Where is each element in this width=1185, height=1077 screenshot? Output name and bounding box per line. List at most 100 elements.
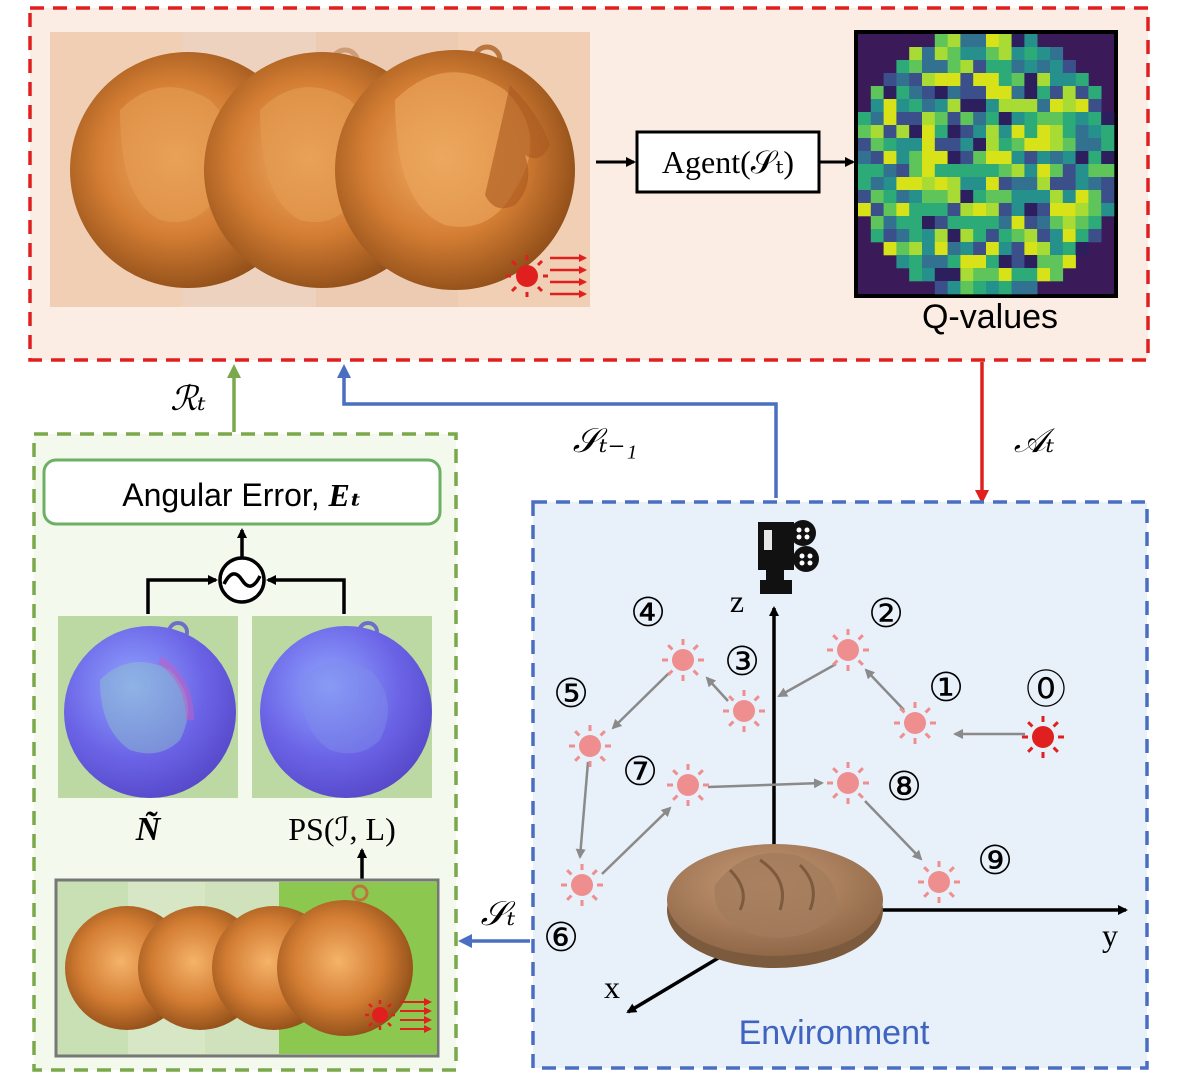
- heatmap-cell: [1037, 190, 1051, 204]
- heatmap-cell: [1024, 164, 1038, 178]
- heatmap-cell: [883, 164, 897, 178]
- heatmap-cell: [1011, 229, 1025, 243]
- heatmap-cell: [1037, 99, 1051, 113]
- heatmap-cell: [1011, 112, 1025, 126]
- heatmap-cell: [1024, 60, 1038, 74]
- heatmap-cell: [1075, 203, 1089, 217]
- heatmap-cell: [883, 203, 897, 217]
- heatmap-cell: [998, 177, 1012, 191]
- heatmap-cell: [883, 138, 897, 152]
- heatmap-cell: [973, 216, 987, 230]
- heatmap-cell: [1075, 216, 1089, 230]
- heatmap-cell: [1062, 177, 1076, 191]
- heatmap-cell: [1050, 164, 1064, 178]
- heatmap-cell: [1011, 151, 1025, 165]
- environment-object: [667, 844, 883, 968]
- heatmap-cell: [986, 203, 1000, 217]
- heatmap-cell: [870, 125, 884, 139]
- heatmap-cell: [1062, 112, 1076, 126]
- heatmap-cell: [947, 255, 961, 269]
- heatmap-cell: [858, 125, 872, 139]
- heatmap-cell: [883, 112, 897, 126]
- heatmap-cell: [1037, 268, 1051, 282]
- heatmap-cell: [909, 242, 923, 256]
- heatmap-cell: [986, 268, 1000, 282]
- heatmap-cell: [896, 138, 910, 152]
- heatmap-cell: [1101, 164, 1115, 178]
- heatmap-cell: [1075, 138, 1089, 152]
- heatmap-cell: [986, 281, 1000, 295]
- heatmap-cell: [1024, 229, 1038, 243]
- heatmap-cell: [998, 47, 1012, 61]
- heatmap-cell: [1075, 112, 1089, 126]
- heatmap-cell: [1088, 99, 1102, 113]
- light-source-icon: [894, 702, 936, 744]
- heatmap-cell: [1037, 125, 1051, 139]
- heatmap-cell: [947, 34, 961, 48]
- heatmap-cell: [1011, 99, 1025, 113]
- heatmap-cell: [947, 281, 961, 295]
- heatmap-cell: [1050, 242, 1064, 256]
- heatmap-cell: [1088, 229, 1102, 243]
- heatmap-cell: [1062, 255, 1076, 269]
- heatmap-cell: [973, 164, 987, 178]
- heatmap-cell: [909, 112, 923, 126]
- heatmap-cell: [1024, 216, 1038, 230]
- heatmap-cell: [973, 112, 987, 126]
- heatmap-cell: [870, 216, 884, 230]
- heatmap-cell: [986, 255, 1000, 269]
- heatmap-cell: [909, 229, 923, 243]
- heatmap-cell: [1050, 99, 1064, 113]
- heatmap-cell: [1011, 138, 1025, 152]
- heatmap-cell: [870, 229, 884, 243]
- heatmap-cell: [947, 60, 961, 74]
- heatmap-cell: [1062, 125, 1076, 139]
- heatmap-cell: [1024, 177, 1038, 191]
- heatmap-cell: [1011, 268, 1025, 282]
- heatmap-cell: [998, 281, 1012, 295]
- heatmap-cell: [1050, 216, 1064, 230]
- heatmap-cell: [1050, 255, 1064, 269]
- heatmap-cell: [1075, 242, 1089, 256]
- heatmap-cell: [1075, 229, 1089, 243]
- heatmap-cell: [1050, 86, 1064, 100]
- heatmap-cell: [1088, 203, 1102, 217]
- heatmap-cell: [922, 229, 936, 243]
- heatmap-cell: [1075, 125, 1089, 139]
- heatmap-cell: [1037, 177, 1051, 191]
- agent-label: Agent(𝒮ₜ): [662, 144, 794, 180]
- heatmap-cell: [934, 73, 948, 87]
- heatmap-cell: [1037, 216, 1051, 230]
- heatmap-cell: [934, 164, 948, 178]
- heatmap-cell: [1062, 190, 1076, 204]
- heatmap-cell: [1062, 86, 1076, 100]
- heatmap-cell: [998, 138, 1012, 152]
- heatmap-cell: [947, 86, 961, 100]
- heatmap-cell: [1101, 190, 1115, 204]
- heatmap-cell: [986, 190, 1000, 204]
- heatmap-cell: [1011, 86, 1025, 100]
- heatmap-cell: [998, 151, 1012, 165]
- heatmap-cell: [960, 125, 974, 139]
- heatmap-cell: [1011, 60, 1025, 74]
- heatmap-cell: [973, 229, 987, 243]
- heatmap-cell: [1050, 73, 1064, 87]
- heatmap-cell: [998, 112, 1012, 126]
- heatmap-cell: [1075, 151, 1089, 165]
- ps-label: PS(ℐ, L): [288, 811, 395, 847]
- heatmap-cell: [998, 164, 1012, 178]
- coin-image: [335, 44, 575, 290]
- heatmap-cell: [934, 281, 948, 295]
- heatmap-cell: [922, 151, 936, 165]
- heatmap-cell: [973, 255, 987, 269]
- heatmap-cell: [1075, 164, 1089, 178]
- heatmap-cell: [883, 229, 897, 243]
- heatmap-cell: [1037, 112, 1051, 126]
- heatmap-cell: [1101, 151, 1115, 165]
- heatmap-cell: [922, 138, 936, 152]
- heatmap-cell: [947, 47, 961, 61]
- heatmap-cell: [858, 164, 872, 178]
- heatmap-cell: [909, 216, 923, 230]
- angular-error-label: Angular Error, Eₜ: [122, 477, 362, 513]
- heatmap-cell: [960, 229, 974, 243]
